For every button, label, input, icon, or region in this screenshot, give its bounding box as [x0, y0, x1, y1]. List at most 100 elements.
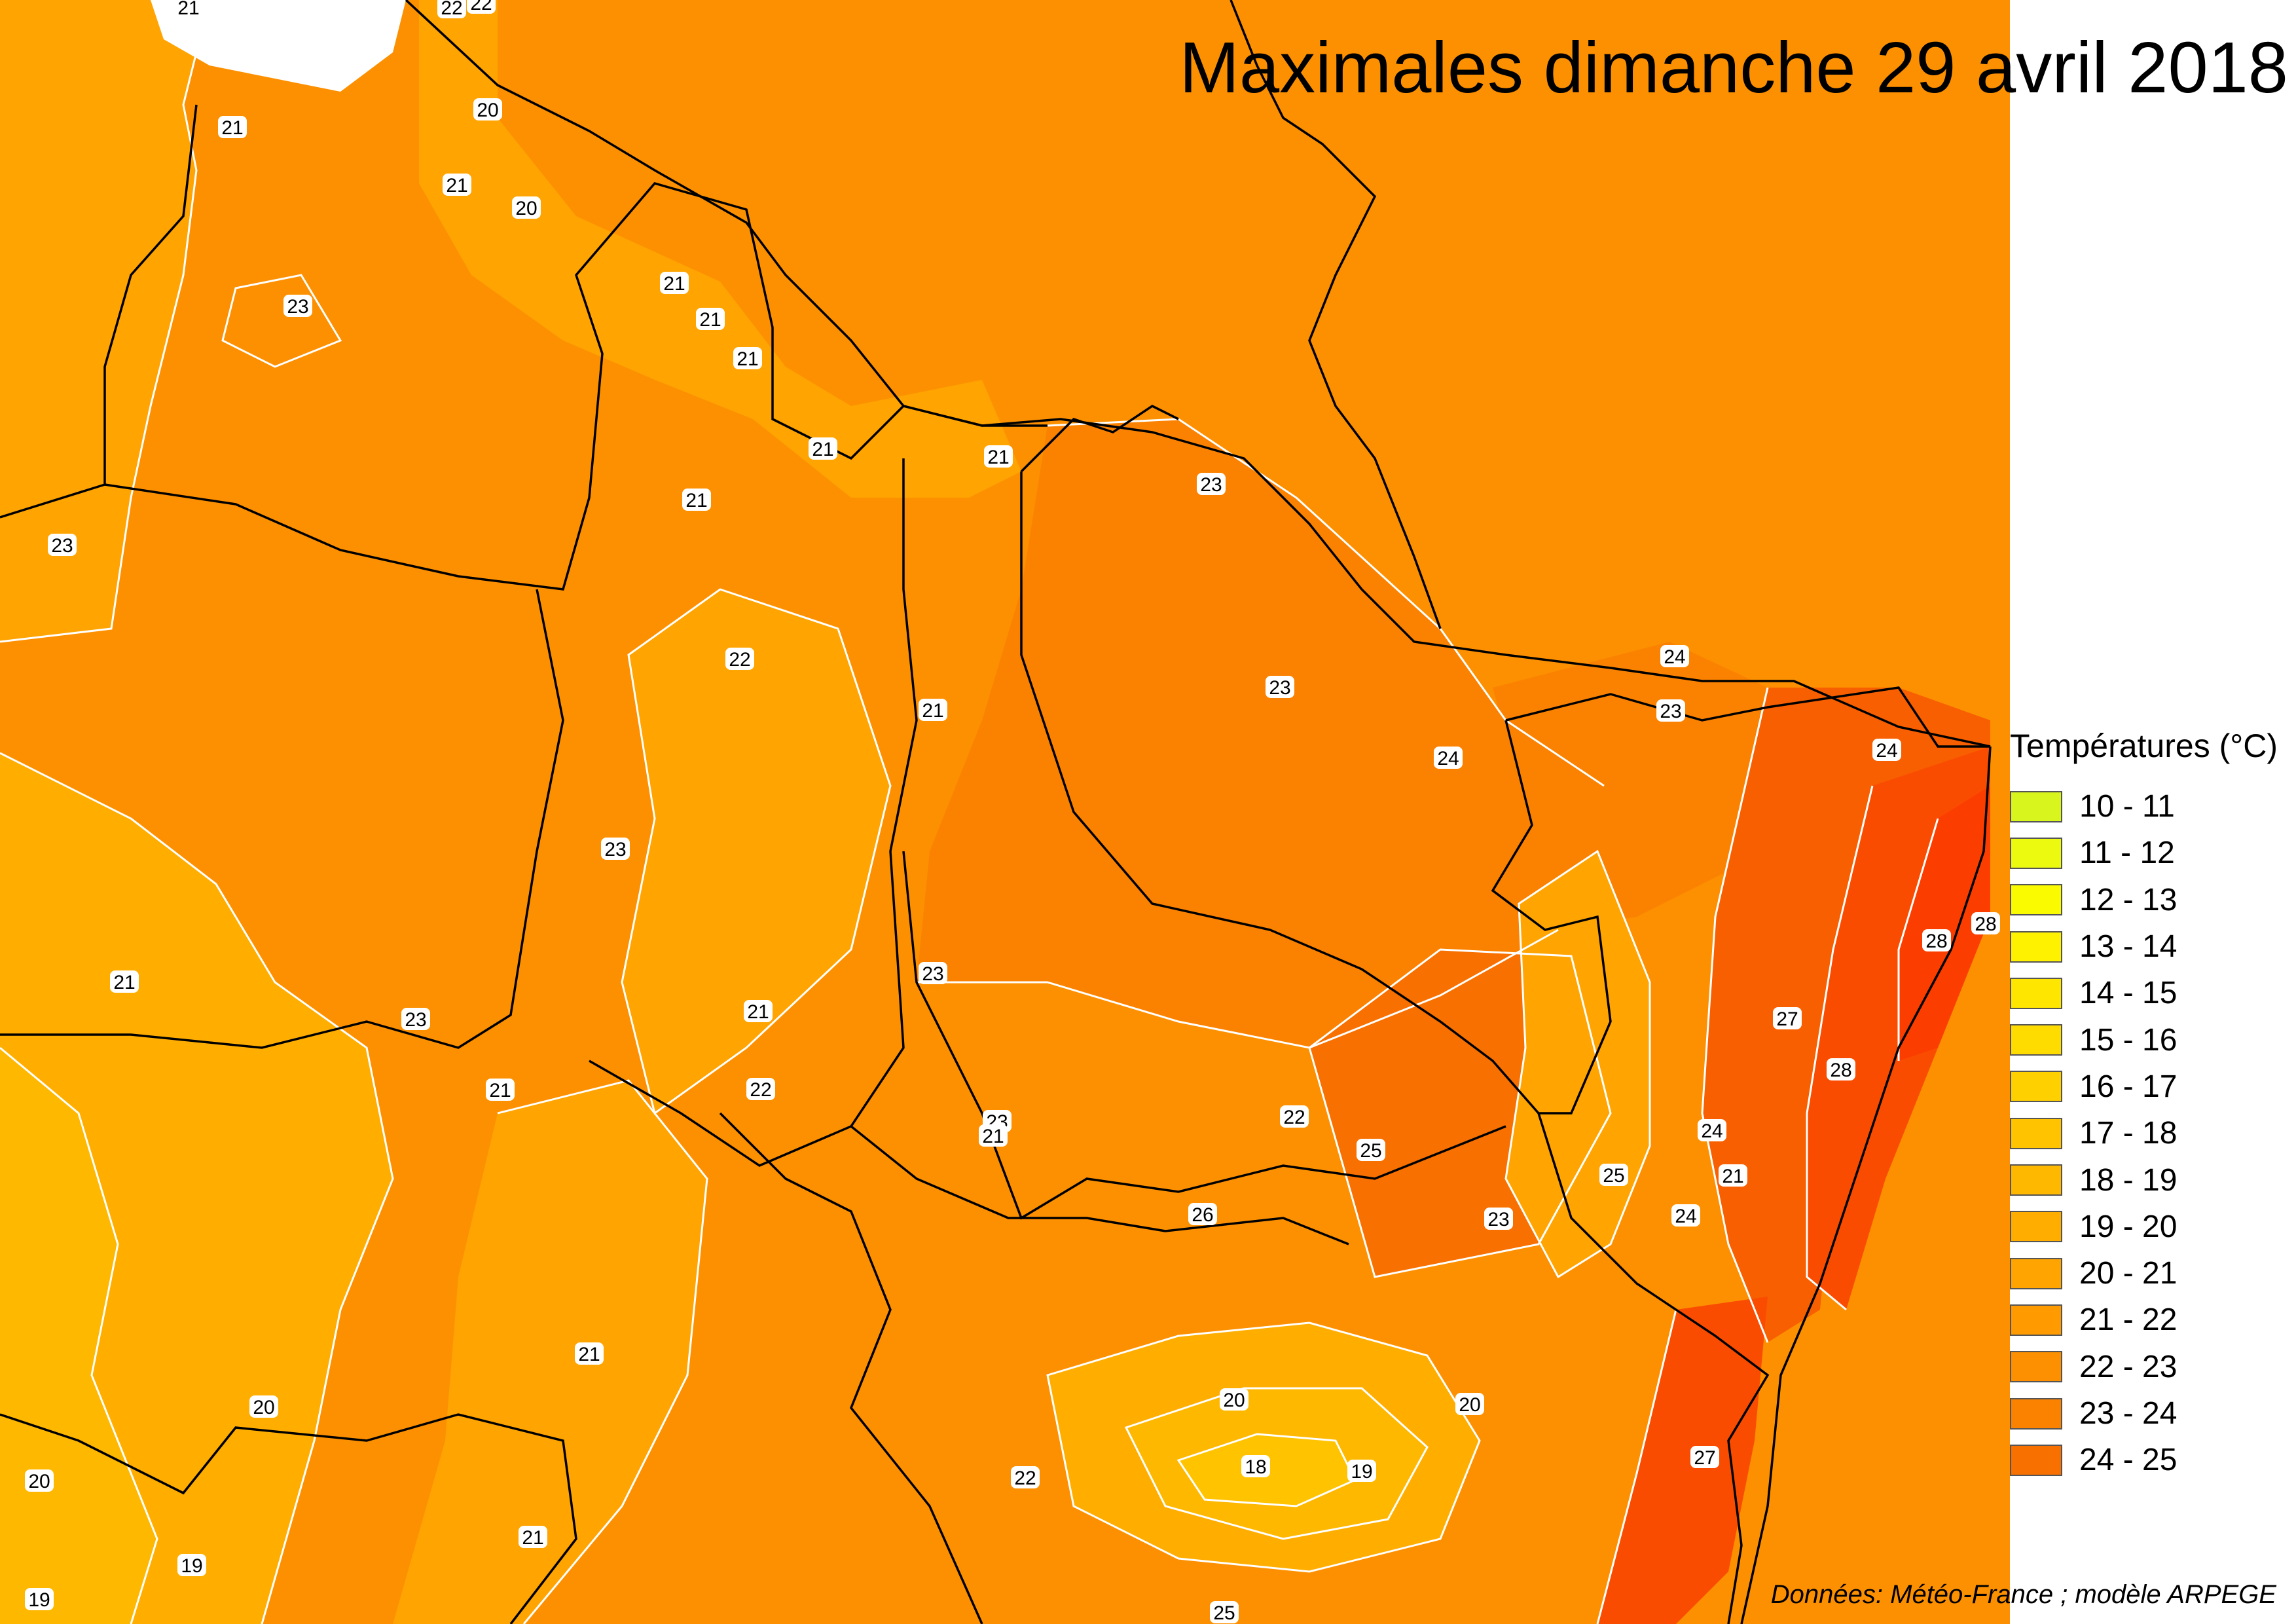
coastline	[405, 0, 1991, 748]
isotherm-label: 23	[1197, 473, 1226, 496]
isotherm-line	[0, 752, 394, 1624]
isotherm-label: 25	[1599, 1164, 1628, 1187]
border-line	[1491, 720, 1612, 1115]
isotherm-value: 19	[28, 1589, 50, 1611]
legend-item: 23 - 24	[2010, 1390, 2278, 1437]
border-line	[0, 589, 564, 1049]
legend: Températures (°C) 10 - 11 11 - 12 12 - 13 1…	[2010, 727, 2278, 1483]
isotherm-value: 23	[405, 1009, 426, 1031]
isotherm-label: 21	[486, 1079, 515, 1101]
isotherm-label: 24	[1434, 747, 1463, 769]
legend-label: 18 - 19	[2079, 1162, 2178, 1198]
isotherm-line	[0, 52, 198, 643]
border-line	[0, 1413, 577, 1624]
isotherm-label: 24	[1698, 1119, 1726, 1142]
isotherm-label: 22	[1280, 1105, 1309, 1128]
data-source: Données: Météo-France ; modèle ARPEGE	[1770, 1580, 2276, 1609]
legend-item: 21 - 22	[2010, 1297, 2278, 1343]
legend-item: 18 - 19	[2010, 1156, 2278, 1203]
isotherm-value: 21	[489, 1080, 511, 1101]
isotherm-value: 20	[477, 100, 498, 121]
isotherm-label: 22	[746, 1078, 775, 1101]
isotherm-value: 21	[1722, 1166, 1743, 1187]
isotherm-value: 21	[685, 490, 707, 511]
isotherm-value: 23	[1269, 677, 1290, 699]
isotherm-value: 21	[522, 1527, 543, 1549]
east-border	[1740, 746, 1992, 1624]
isotherm-value: 22	[729, 649, 750, 671]
isotherm-label: 20	[1455, 1393, 1484, 1416]
legend-item: 17 - 18	[2010, 1110, 2278, 1156]
isotherm-value: 21	[221, 117, 243, 139]
zone-north-coast-21	[419, 0, 1021, 498]
isotherm-value: 21	[987, 447, 1009, 468]
isotherm-value: 22	[1283, 1107, 1305, 1128]
isotherm-label: 23	[283, 295, 312, 318]
legend-item: 13 - 14	[2010, 923, 2278, 970]
isotherm-label: 25	[1210, 1601, 1239, 1624]
isotherm-line	[1701, 687, 1769, 1343]
isotherm-value: 19	[181, 1555, 202, 1577]
isotherm-value: 24	[1437, 748, 1459, 769]
isotherm-value: 22	[1014, 1467, 1036, 1489]
isotherm-label: 20	[25, 1469, 54, 1492]
legend-label: 14 - 15	[2079, 976, 2178, 1011]
isotherm-value: 25	[1213, 1602, 1235, 1624]
zone-rhine-28	[1899, 786, 1990, 1061]
isotherm-line	[1596, 1309, 1677, 1624]
border-line	[1537, 1113, 1770, 1624]
legend-swatch	[2010, 1117, 2062, 1149]
isotherm-lines	[0, 52, 1939, 1624]
isotherm-value: 28	[1975, 913, 1996, 935]
legend-item: 15 - 16	[2010, 1016, 2278, 1063]
isotherm-value: 23	[1200, 474, 1222, 496]
isotherm-label: 19	[177, 1554, 206, 1577]
isotherm-value: 21	[737, 348, 758, 370]
isotherm-label: 20	[249, 1395, 278, 1418]
isotherm-value: 20	[515, 198, 537, 219]
isotherm-value: 28	[1925, 931, 1947, 952]
legend-item: 24 - 25	[2010, 1437, 2278, 1483]
zone-centre-21	[622, 589, 890, 1113]
isotherm-value: 21	[113, 972, 135, 993]
isotherm-label: 21	[110, 970, 139, 993]
zone-alsace-23	[1493, 642, 1768, 930]
legend-item: 14 - 15	[2010, 970, 2278, 1016]
isotherm-label: 21	[660, 272, 689, 295]
legend-swatch	[2010, 884, 2062, 916]
legend-swatch	[2010, 931, 2062, 963]
border-line	[1505, 686, 1990, 748]
legend-label: 16 - 17	[2079, 1069, 2178, 1104]
border-line	[850, 1125, 1349, 1246]
isotherm-label: 21	[984, 445, 1013, 468]
legend-label: 23 - 24	[2079, 1396, 2178, 1431]
isotherm-line	[1897, 818, 1939, 1061]
isotherm-label: 23	[1484, 1208, 1513, 1230]
isotherm-line	[917, 929, 1559, 1049]
isotherm-line	[497, 1079, 708, 1624]
isotherm-label: 24	[1671, 1204, 1700, 1227]
legend-swatch	[2010, 1024, 2062, 1056]
legend-label: 15 - 16	[2079, 1022, 2178, 1058]
isotherm-label: 21	[733, 347, 762, 370]
isotherm-label: 27	[1690, 1446, 1719, 1469]
isotherm-value: 22	[441, 0, 462, 19]
isotherm-label: 21	[1719, 1164, 1747, 1187]
isotherm-label: 22	[1011, 1466, 1040, 1489]
isotherm-label: 23	[601, 838, 630, 860]
isotherm-value: 23	[604, 839, 626, 860]
legend-label: 20 - 21	[2079, 1256, 2178, 1291]
isotherm-label: 18	[1241, 1455, 1270, 1478]
isotherm-value: 26	[1192, 1204, 1213, 1226]
border-line	[0, 104, 198, 519]
isotherm-line	[1046, 1321, 1481, 1573]
zone-southeast-27	[1597, 1297, 1768, 1624]
isotherm-line	[221, 274, 342, 368]
isotherm-line	[1124, 1387, 1429, 1540]
legend-title: Températures (°C)	[2010, 728, 2278, 764]
border-line	[589, 458, 918, 1167]
isotherm-value: 21	[578, 1344, 600, 1365]
legend-label: 11 - 12	[2079, 836, 2175, 871]
legend-label: 13 - 14	[2079, 929, 2178, 965]
